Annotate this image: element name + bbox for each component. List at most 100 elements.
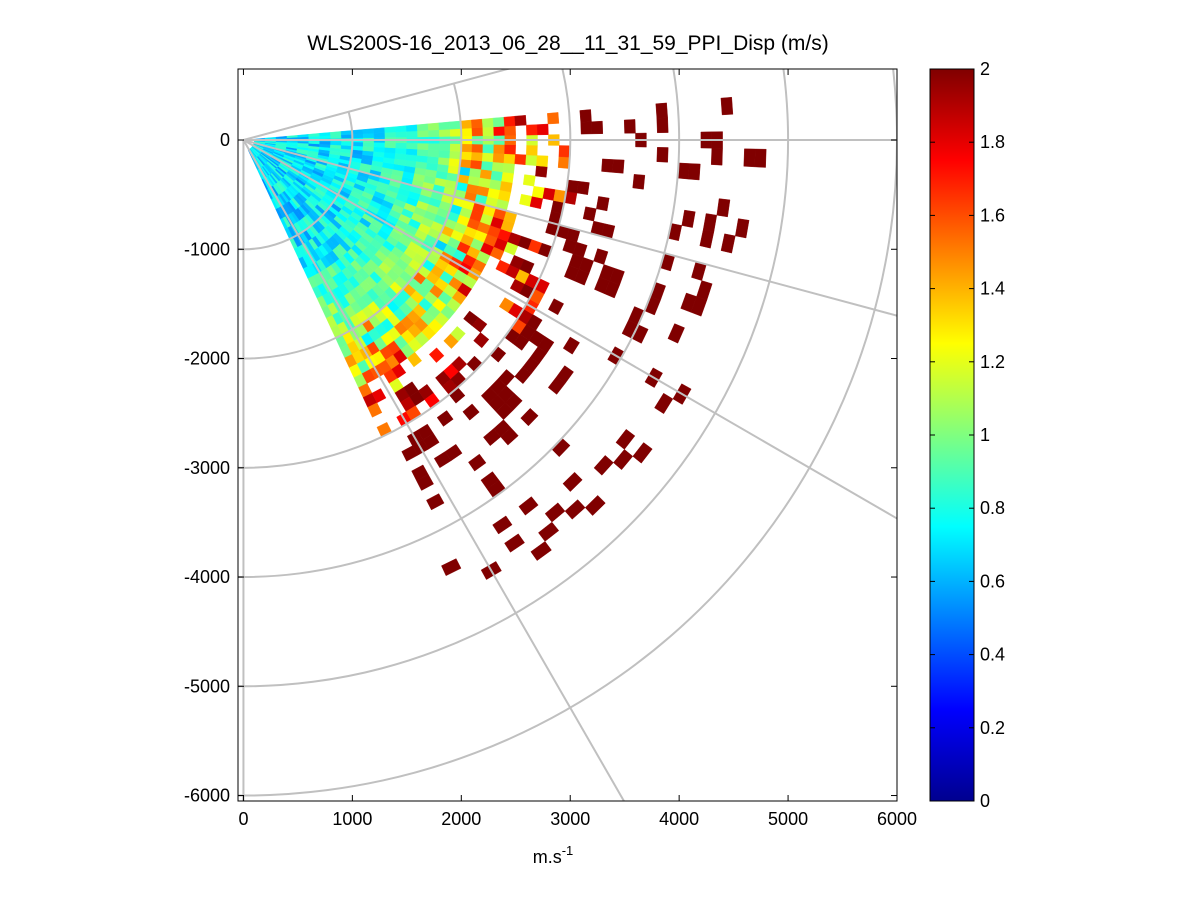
data-cell [572,241,588,258]
data-cell [531,185,545,199]
data-cell [656,147,669,163]
data-cell [449,150,462,160]
data-cell [518,496,539,516]
data-cell [525,154,538,166]
data-cell [681,209,696,228]
data-cell [362,128,375,134]
x-tick-label: 3000 [550,809,590,829]
data-cell [735,218,750,239]
data-cell [351,145,364,151]
data-cell [579,109,592,123]
data-cell [601,158,614,173]
data-cell [426,155,440,165]
data-cell [417,142,429,150]
y-tick-label: -5000 [184,676,230,696]
data-cell [471,317,488,333]
data-cell [655,102,668,119]
azimuth-spoke [243,69,512,141]
data-cell [609,267,625,286]
data-cell [538,521,560,542]
data-cell [422,432,440,450]
range-ring [238,69,572,469]
colorbar-tick-label: 1.6 [980,205,1005,225]
data-cell [502,162,515,174]
data-cell [428,129,440,138]
data-cell [449,120,462,130]
data-cell [537,336,555,354]
data-cell [514,115,527,126]
data-cell [330,141,342,146]
data-cell [427,149,440,158]
data-cell [426,493,445,511]
data-cell [460,119,473,129]
data-cell [526,144,538,156]
data-cell [501,171,514,183]
data-cell [492,152,505,164]
data-cell [530,541,552,561]
polar-grid [238,69,897,801]
data-cell [416,155,429,163]
data-cell [367,402,383,418]
data-cell [436,410,454,427]
range-ring [238,83,463,360]
data-cell [536,123,549,136]
data-cell [482,126,495,137]
data-cell [384,147,396,154]
data-cell [557,156,571,169]
range-ring [238,69,790,688]
data-cell [395,147,407,155]
data-cell [444,444,463,461]
plot-frame [237,68,898,802]
data-cell [405,154,418,162]
x-axis-label-superscript: -1 [562,843,574,858]
data-cell [632,174,646,190]
data-cell [522,174,536,187]
data-cell [470,159,483,170]
data-cell [576,181,590,195]
data-cell [526,124,538,136]
data-cell [362,132,375,139]
data-cell [542,187,556,201]
y-tick-label: -1000 [184,239,230,259]
x-axis-label: m.s-1 [533,843,574,867]
data-cell [562,471,583,492]
x-tick-label: 5000 [768,809,808,829]
data-cell [308,140,320,145]
data-cell [526,314,543,331]
data-cell [371,388,387,404]
data-cell [405,148,418,156]
data-cell [492,116,505,128]
data-cell [373,127,386,134]
data-cell [406,130,418,138]
data-cell [556,365,574,384]
data-cell [584,495,606,516]
azimuth-spoke [242,139,897,520]
data-cell [580,121,593,135]
data-cell [459,158,472,169]
data-cell [449,128,462,137]
data-cell [460,151,473,161]
data-cell [341,141,353,146]
data-cell [481,152,494,163]
x-axis: 0 1000 2000 3000 4000 5000 6000 [238,69,917,829]
data-cell [384,131,397,138]
data-cell [448,157,461,167]
data-cell [504,125,516,136]
data-cell [450,326,466,342]
data-cell [373,146,386,153]
colorbar-tick-label: 0.8 [980,498,1005,518]
y-tick-label: -3000 [184,458,230,478]
data-cell [340,144,353,150]
data-cell [471,127,484,137]
data-cell [535,165,548,178]
y-tick-label: -4000 [184,567,230,587]
data-cell [720,96,734,116]
colorbar-ticks: 0 0.2 0.4 0.6 0.8 1 1.2 1.4 1.6 1.8 2 [930,59,1005,811]
data-cell [482,143,495,154]
data-cell [492,515,513,535]
data-cell [362,141,375,148]
colorbar [929,68,975,802]
colorbar-tick-label: 1 [980,425,990,445]
colorbar-tick-label: 0 [980,791,990,811]
data-cell [696,280,713,301]
